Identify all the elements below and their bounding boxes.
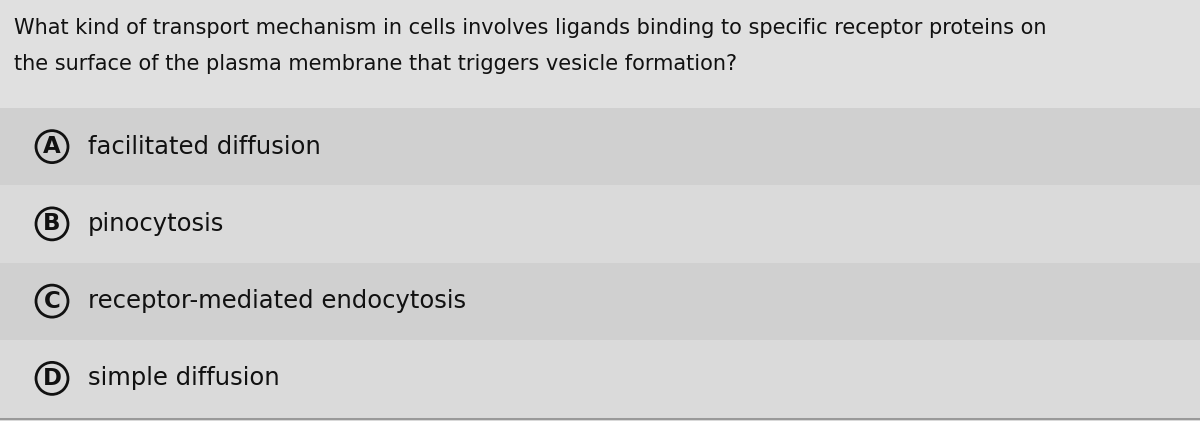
FancyBboxPatch shape <box>0 108 1200 185</box>
Text: B: B <box>43 212 61 235</box>
FancyBboxPatch shape <box>0 340 1200 417</box>
Text: What kind of transport mechanism in cells involves ligands binding to specific r: What kind of transport mechanism in cell… <box>14 18 1046 38</box>
Text: pinocytosis: pinocytosis <box>88 212 224 236</box>
Text: simple diffusion: simple diffusion <box>88 366 280 390</box>
FancyBboxPatch shape <box>0 263 1200 340</box>
Text: C: C <box>43 290 60 313</box>
Text: D: D <box>42 367 61 390</box>
Text: the surface of the plasma membrane that triggers vesicle formation?: the surface of the plasma membrane that … <box>14 54 737 74</box>
Text: facilitated diffusion: facilitated diffusion <box>88 135 320 159</box>
Text: A: A <box>43 135 61 158</box>
FancyBboxPatch shape <box>0 185 1200 263</box>
FancyBboxPatch shape <box>0 0 1200 108</box>
Text: receptor-mediated endocytosis: receptor-mediated endocytosis <box>88 289 466 313</box>
